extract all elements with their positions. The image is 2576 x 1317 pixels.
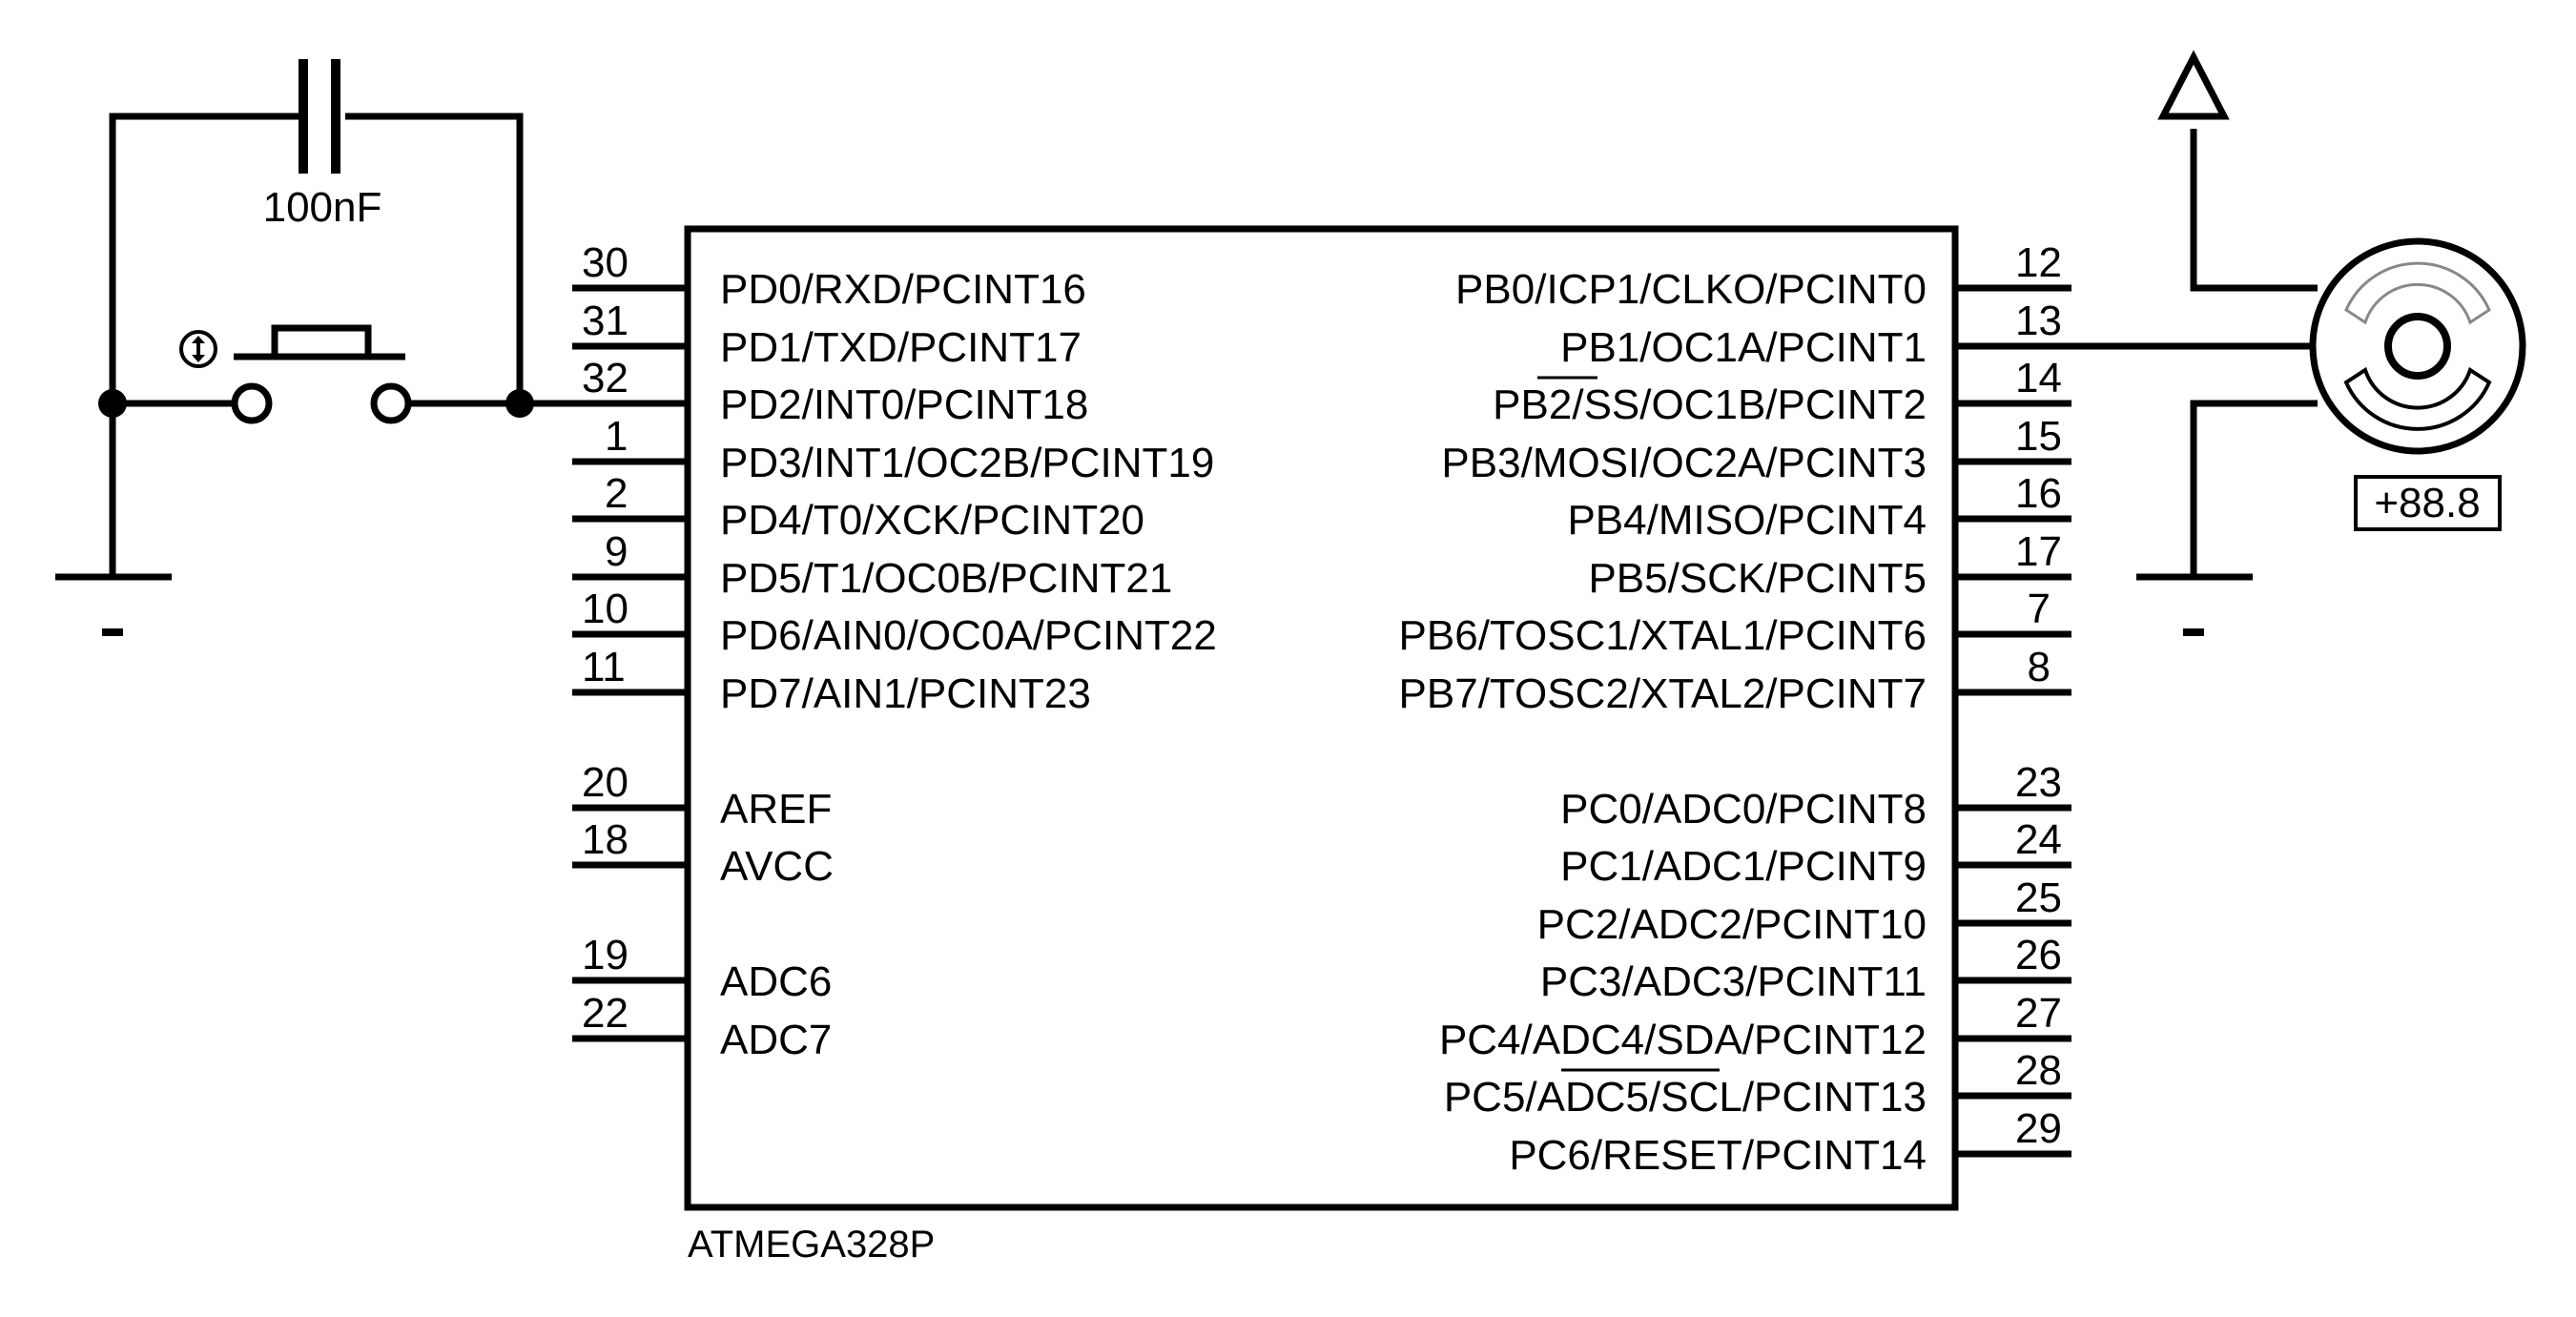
right-pin-group: [1955, 284, 2071, 1158]
left-pin-group: [572, 284, 688, 1042]
pin-label: PC6/RESET/PCINT14: [1509, 1132, 1927, 1179]
pin-label: PB7/TOSC2/XTAL2/PCINT7: [1399, 670, 1927, 717]
capacitor-loop-wire: [109, 113, 572, 575]
pin-label: PB4/MISO/PCINT4: [1567, 497, 1927, 544]
pin-label: PC1/ADC1/PCINT9: [1560, 843, 1927, 890]
pin-label: PD4/T0/XCK/PCINT20: [720, 497, 1144, 544]
pin-label: PD7/AIN1/PCINT23: [720, 670, 1091, 717]
pin-number: 16: [2015, 470, 2062, 517]
button-toggle-icon[interactable]: [179, 330, 217, 368]
servo-arc-top-icon: [2344, 261, 2491, 325]
servo-arc-bottom-icon: [2343, 366, 2492, 431]
pin-label: PB1/OC1A/PCINT1: [1560, 324, 1927, 371]
pin-number: 27: [2015, 990, 2062, 1037]
capacitor-value-label: 100nF: [263, 184, 382, 231]
pin-number: 2: [605, 470, 628, 517]
pin-label: PB0/ICP1/CLKO/PCINT0: [1455, 266, 1927, 313]
servo-readout: +88.8: [2374, 480, 2480, 526]
pin-number: 18: [582, 816, 629, 863]
mcu-body[interactable]: [684, 225, 1959, 1211]
junction-dot: [505, 389, 534, 418]
pin-label: PC5/ADC5/SCL/PCINT13: [1444, 1074, 1927, 1121]
pin-number: 23: [2015, 759, 2062, 806]
push-button[interactable]: [231, 324, 412, 424]
pin-number: 20: [582, 759, 629, 806]
pin-number: 22: [582, 990, 629, 1037]
pin-number: 26: [2015, 932, 2062, 978]
pin-number: 13: [2015, 298, 2062, 344]
pin-number: 19: [582, 932, 629, 978]
pin-label: PC4/ADC4/SDA/PCINT12: [1439, 1017, 1927, 1063]
pin-number: 15: [2015, 413, 2062, 460]
ground-symbol-right: [2136, 573, 2253, 636]
pin-label: ADC6: [720, 958, 832, 1005]
pin-number: 7: [2028, 586, 2050, 632]
pin-number: 17: [2015, 528, 2062, 575]
pin-label: ADC7: [720, 1017, 832, 1063]
pin-label: PC2/ADC2/PCINT10: [1537, 901, 1927, 948]
pin-number: 30: [582, 239, 629, 286]
power-supply-arrow-icon: [2157, 50, 2230, 120]
pin-label: PD2/INT0/PCINT18: [720, 381, 1088, 428]
pin-number: 25: [2015, 875, 2062, 921]
left-pin-numbers: 30 31 32 1 2 9 10 11 20 18 19 22: [582, 239, 629, 1037]
pin-number: 10: [582, 586, 629, 632]
pin-label: PD6/AIN0/OC0A/PCINT22: [720, 612, 1217, 659]
pin-label: PB3/MOSI/OC2A/PCINT3: [1441, 440, 1927, 486]
pin-label: PD5/T1/OC0B/PCINT21: [720, 555, 1172, 602]
ground-symbol-left: [55, 573, 172, 636]
pin-number: 28: [2015, 1047, 2062, 1094]
pin-number: 32: [582, 355, 629, 401]
pin-label: PD3/INT1/OC2B/PCINT19: [720, 440, 1214, 486]
pin-label: PC0/ADC0/PCINT8: [1560, 786, 1927, 833]
pin-label: AVCC: [720, 843, 834, 890]
pin-label: AREF: [720, 786, 832, 833]
right-pin-labels: PB0/ICP1/CLKO/PCINT0 PB1/OC1A/PCINT1 PB2…: [1399, 266, 1927, 1179]
left-pin-labels: PD0/RXD/PCINT16 PD1/TXD/PCINT17 PD2/INT0…: [720, 266, 1217, 1063]
pin-number: 31: [582, 298, 629, 344]
servo-motor[interactable]: [2309, 237, 2526, 455]
pin-label: PD1/TXD/PCINT17: [720, 324, 1082, 371]
servo-shaft-icon: [2384, 313, 2451, 380]
pin-label: PB6/TOSC1/XTAL1/PCINT6: [1399, 612, 1927, 659]
servo-readout-box: [2354, 475, 2502, 531]
pin-number: 9: [605, 528, 628, 575]
pin-number: 1: [605, 413, 628, 460]
pin-number: 29: [2015, 1105, 2062, 1152]
mcu-part-name: ATMEGA328P: [688, 1224, 935, 1266]
servo-wiring: [2071, 129, 2318, 575]
capacitor-100nF[interactable]: [299, 59, 340, 174]
pin-number: 24: [2015, 816, 2062, 863]
junction-dot: [98, 389, 127, 418]
pin-number: 12: [2015, 239, 2062, 286]
pin-label: PB5/SCK/PCINT5: [1588, 555, 1927, 602]
pin-number: 11: [582, 644, 626, 690]
pin-label: PC3/ADC3/PCINT11: [1540, 958, 1927, 1005]
right-pin-numbers: 12 13 14 15 16 17 7 8 23 24 25 26 27 28 …: [2015, 239, 2062, 1152]
pin-label: PD0/RXD/PCINT16: [720, 266, 1086, 313]
pin-label: PB2/SS/OC1B/PCINT2: [1493, 381, 1927, 428]
pin-number: 14: [2015, 355, 2062, 401]
pin-number: 8: [2028, 644, 2050, 690]
